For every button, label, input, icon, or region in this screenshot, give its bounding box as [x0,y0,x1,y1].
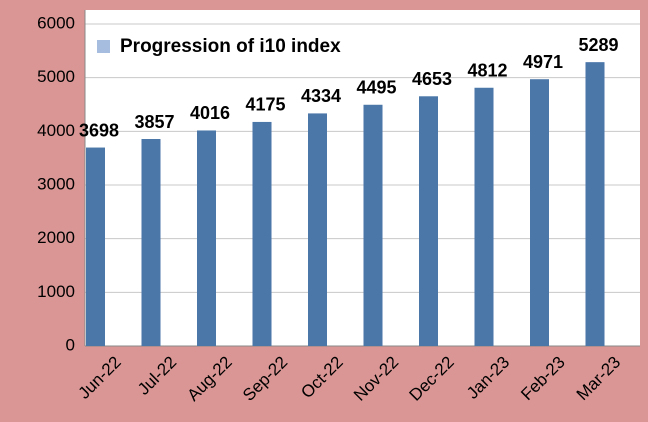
y-tick-label: 6000 [37,13,75,32]
bar [141,139,161,346]
data-label: 4334 [301,86,341,106]
bar [86,147,105,346]
bar [530,79,549,347]
y-tick-label: 1000 [37,282,75,301]
bar [197,130,216,346]
y-tick-label: 2000 [37,228,75,247]
data-label: 3857 [134,112,174,132]
bar [252,121,272,346]
bar [308,113,327,347]
data-label: 5289 [578,35,618,55]
data-label: 4971 [523,52,563,72]
y-tick-label: 5000 [37,67,75,86]
y-tick-label: 0 [66,335,75,354]
data-label: 4495 [356,78,396,98]
data-label: 4016 [190,103,230,123]
y-tick-label: 4000 [37,121,75,140]
legend-label: Progression of i10 index [120,36,341,57]
data-label: 4175 [245,95,285,115]
legend-swatch [97,40,110,53]
y-tick-label: 3000 [37,174,75,193]
data-label: 3698 [79,120,119,140]
data-label: 4812 [467,61,507,81]
data-label: 4653 [412,69,452,89]
bar [419,96,438,346]
bar [363,104,383,346]
bar [474,87,494,347]
bar [585,62,605,346]
